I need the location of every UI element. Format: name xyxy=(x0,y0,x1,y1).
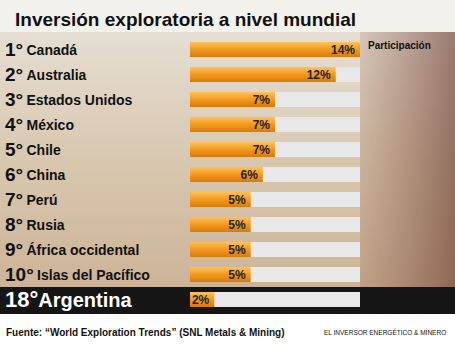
svg-text:4°: 4° xyxy=(5,114,23,135)
svg-text:5%: 5% xyxy=(228,268,246,282)
svg-text:12%: 12% xyxy=(307,68,331,82)
svg-text:6%: 6% xyxy=(241,168,259,182)
svg-text:5%: 5% xyxy=(228,218,246,232)
svg-text:5%: 5% xyxy=(228,243,246,257)
svg-text:2%: 2% xyxy=(192,293,210,307)
svg-text:8°: 8° xyxy=(5,214,23,235)
svg-text:18°: 18° xyxy=(5,287,38,312)
svg-text:Fuente: “World Exploration Tre: Fuente: “World Exploration Trends” (SNL … xyxy=(6,327,285,338)
svg-text:10°: 10° xyxy=(5,264,34,285)
svg-text:Perú: Perú xyxy=(26,192,57,208)
svg-text:5%: 5% xyxy=(228,193,246,207)
svg-text:Estados Unidos: Estados Unidos xyxy=(26,92,132,108)
svg-text:China: China xyxy=(26,167,65,183)
svg-text:Inversión exploratoria a nivel: Inversión exploratoria a nivel mundial xyxy=(15,9,356,30)
svg-text:México: México xyxy=(26,117,73,133)
svg-text:Participación: Participación xyxy=(368,40,431,51)
svg-text:7%: 7% xyxy=(253,93,271,107)
svg-text:7%: 7% xyxy=(253,118,271,132)
svg-text:Argentina: Argentina xyxy=(38,289,132,311)
svg-text:África occidental: África occidental xyxy=(26,242,139,258)
svg-text:5°: 5° xyxy=(5,139,23,160)
svg-text:Rusia: Rusia xyxy=(26,217,64,233)
svg-text:EL INVERSOR ENERGÉTICO & MINER: EL INVERSOR ENERGÉTICO & MINERO xyxy=(324,328,446,336)
svg-text:Canadá: Canadá xyxy=(26,42,77,58)
svg-text:6°: 6° xyxy=(5,164,23,185)
svg-text:3°: 3° xyxy=(5,89,23,110)
svg-text:1°: 1° xyxy=(5,39,23,60)
svg-text:14%: 14% xyxy=(331,43,355,57)
svg-text:Australia: Australia xyxy=(26,67,86,83)
svg-text:9°: 9° xyxy=(5,239,23,260)
svg-text:7%: 7% xyxy=(253,143,271,157)
svg-text:7°: 7° xyxy=(5,189,23,210)
svg-text:Chile: Chile xyxy=(26,142,60,158)
svg-text:Islas del Pacífico: Islas del Pacífico xyxy=(37,267,150,283)
svg-text:2°: 2° xyxy=(5,64,23,85)
